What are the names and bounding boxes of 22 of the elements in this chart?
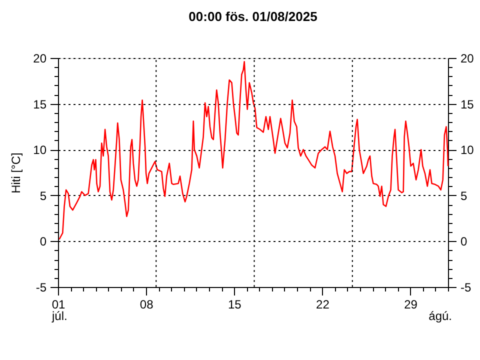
- y-tick-label: 20: [33, 52, 47, 66]
- y2-tick-label: -5: [460, 280, 472, 294]
- y-tick-label: 5: [40, 188, 47, 203]
- y-tick-label: 0: [40, 234, 47, 249]
- y2-tick-label: 20: [460, 52, 474, 66]
- text: júl.: [51, 309, 68, 323]
- x-tick-label: 22: [316, 298, 330, 312]
- y2-tick-label: 5: [460, 188, 468, 203]
- y-tick-label: 15: [33, 97, 47, 112]
- y2-tick-label: 15: [460, 97, 474, 112]
- x-tick-label: 29: [404, 298, 418, 312]
- chart-title: 00:00 fös. 01/08/2025: [188, 9, 318, 24]
- x-tick-label: 15: [228, 298, 242, 312]
- text: ágú.: [428, 309, 452, 323]
- y2-tick-label: 10: [460, 143, 474, 158]
- y2-tick-label: 0: [460, 234, 468, 249]
- y-tick-label: 10: [33, 143, 47, 158]
- y-tick-label: -5: [36, 280, 47, 294]
- y-axis-title: Hiti [°C]: [9, 152, 24, 194]
- x-tick-label: 01: [52, 298, 66, 312]
- x-tick-label: 08: [140, 298, 154, 312]
- line-series: [58, 61, 449, 240]
